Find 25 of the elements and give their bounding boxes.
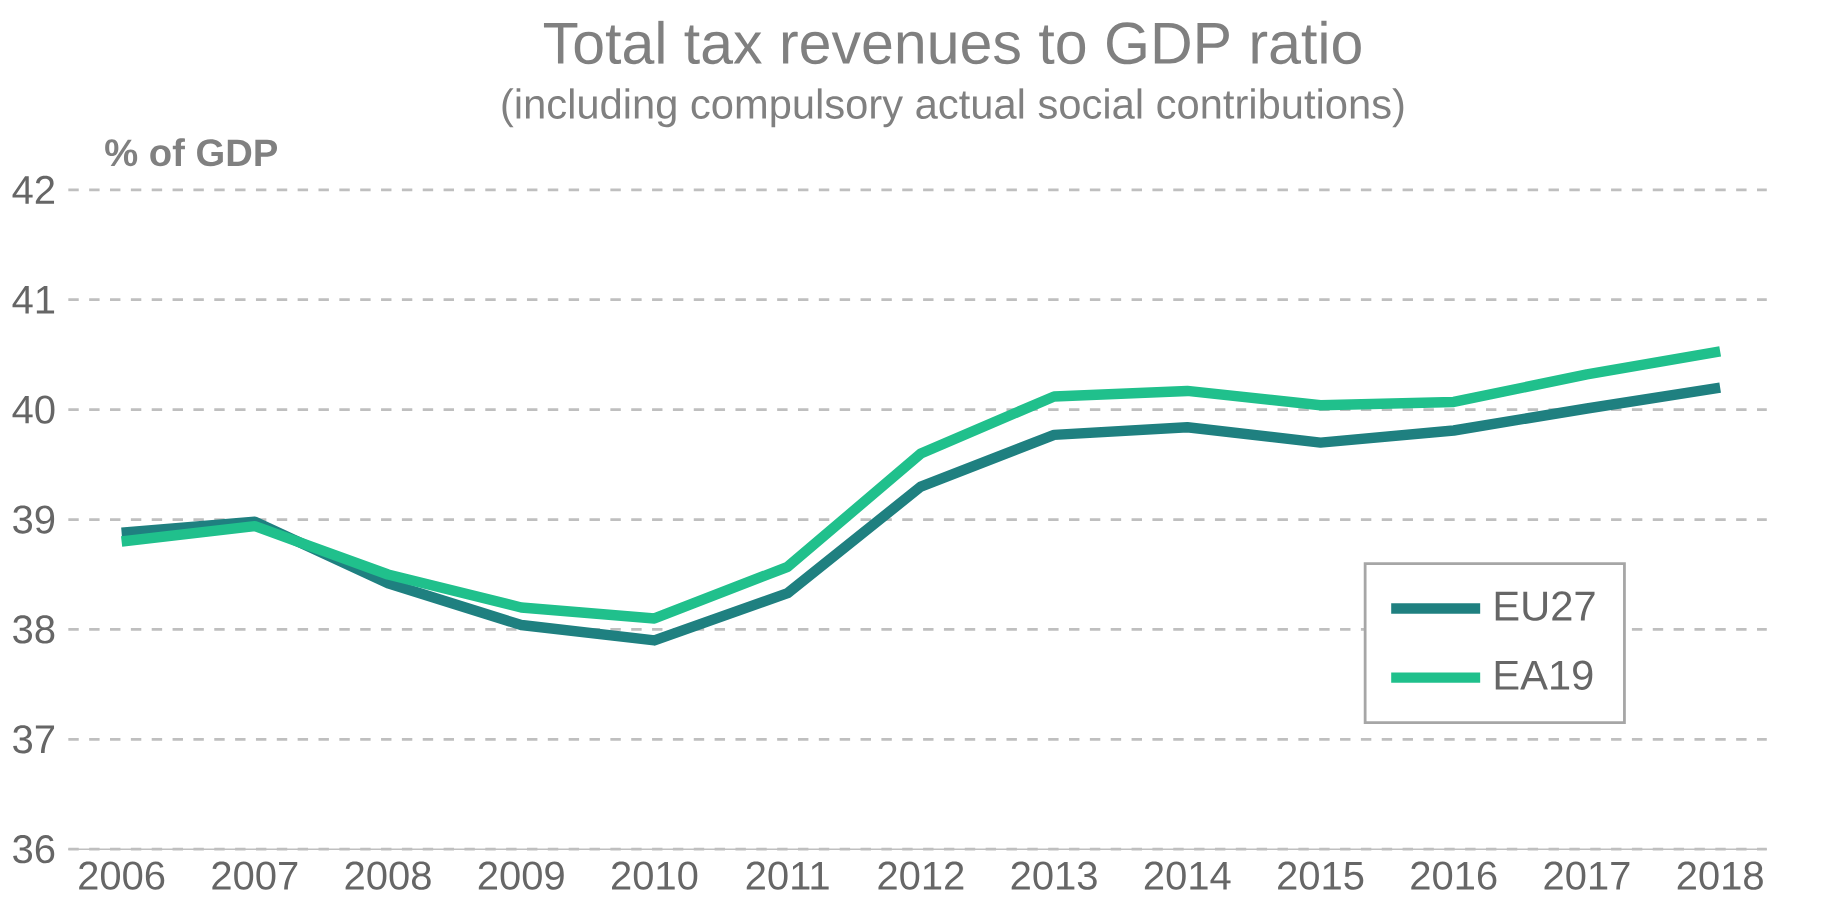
- x-tick-label: 2008: [345, 861, 431, 890]
- legend-label: EA19: [1495, 660, 1593, 690]
- y-axis-title: % of GDP: [105, 137, 278, 167]
- y-tick-label: 42: [12, 175, 55, 204]
- x-tick-label: 2017: [1544, 861, 1630, 890]
- y-tick-label: 37: [13, 724, 55, 754]
- x-tick-label: 2013: [1011, 861, 1097, 890]
- x-tick-label: 2010: [612, 861, 698, 890]
- y-tick-label: 41: [12, 285, 55, 314]
- x-tick-label: 2016: [1411, 861, 1497, 890]
- y-tick-label: 40: [12, 395, 55, 424]
- x-tick-label: 2006: [79, 861, 165, 890]
- legend-label: EU27: [1495, 591, 1595, 621]
- chart-subtitle: (including compulsory actual social contributions): [502, 88, 1404, 127]
- x-tick-label: 2012: [878, 861, 964, 890]
- x-tick-label: 2015: [1278, 861, 1364, 890]
- chart-title: Total tax revenues to GDP ratio: [543, 20, 1361, 64]
- x-tick-label: 2009: [478, 861, 564, 890]
- y-tick-label: 39: [13, 505, 55, 534]
- y-tick-label: 38: [13, 615, 55, 644]
- x-tick-label: 2014: [1144, 861, 1231, 890]
- x-tick-label: 2011: [746, 861, 829, 890]
- x-tick-label: 2018: [1677, 861, 1763, 890]
- x-tick-label: 2007: [212, 861, 298, 890]
- y-tick-label: 36: [13, 834, 55, 864]
